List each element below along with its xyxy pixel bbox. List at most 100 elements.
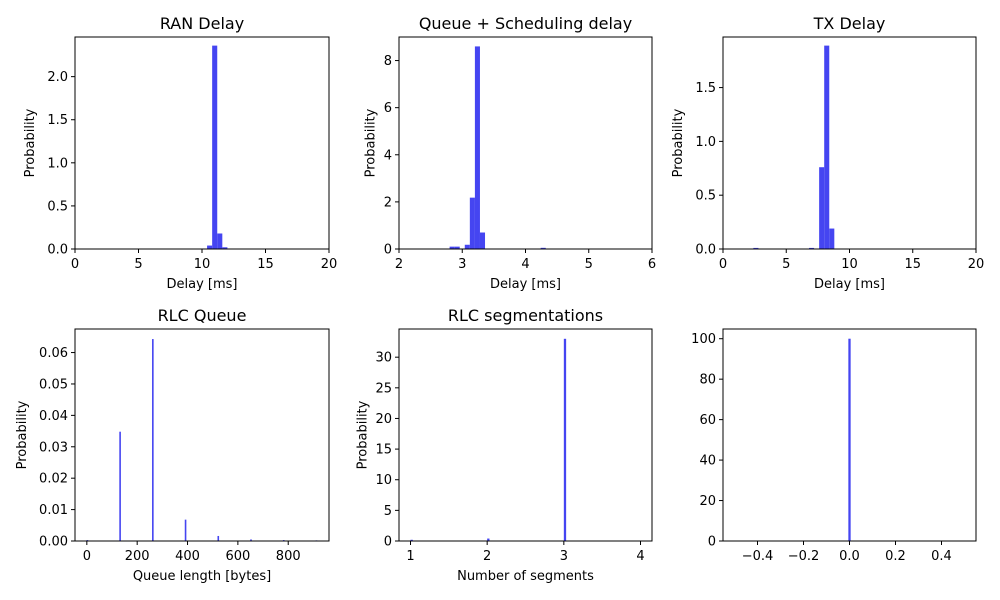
- bar: [217, 233, 223, 249]
- y-axis-label: Probability: [364, 108, 379, 177]
- y-tick-label: 80: [699, 373, 716, 388]
- x-tick-label: 3: [560, 549, 568, 564]
- y-tick-label: 8: [384, 54, 392, 69]
- bar: [250, 539, 252, 541]
- y-tick-label: 20: [375, 412, 392, 427]
- y-tick-label: 0.0: [695, 243, 716, 258]
- chart-title: RLC Queue: [158, 306, 247, 325]
- y-axis-label: Probability: [15, 400, 30, 469]
- y-tick-label: 100: [691, 332, 716, 347]
- y-tick-label: 1.0: [695, 135, 716, 150]
- y-tick-label: 0.04: [39, 409, 68, 424]
- y-tick-label: 0.01: [39, 503, 68, 518]
- x-tick-label: 0.0: [839, 549, 860, 564]
- axes-frame: [74, 36, 330, 250]
- x-tick-label: 15: [904, 257, 921, 272]
- y-tick-label: 10: [375, 473, 392, 488]
- bar: [824, 45, 830, 249]
- x-tick-label: 2: [483, 549, 491, 564]
- y-tick-label: 1.5: [47, 113, 68, 128]
- y-tick-label: 6: [384, 101, 392, 116]
- bar: [152, 339, 154, 541]
- y-tick-label: 0: [708, 535, 716, 550]
- chart-title: RLC segmentations: [448, 306, 603, 325]
- y-tick-label: 0.0: [47, 243, 68, 258]
- x-tick-label: 4: [521, 257, 529, 272]
- bar: [819, 167, 825, 249]
- y-tick-label: 0.5: [47, 199, 68, 214]
- y-tick-label: 2.0: [47, 70, 68, 85]
- x-tick-label: 5: [585, 257, 593, 272]
- bar: [540, 247, 546, 249]
- bar: [454, 246, 460, 249]
- x-tick-label: 20: [968, 257, 985, 272]
- bar: [469, 197, 475, 249]
- subplot-5: 1 2 3 4 0 5 10 15 20 25 30 RLC segmentations Number …: [355, 306, 653, 584]
- bar: [222, 247, 228, 249]
- x-tick-label: 800: [276, 549, 301, 564]
- y-tick-label: 20: [699, 494, 716, 509]
- y-axis-label: Probability: [23, 108, 38, 177]
- x-tick-label: 400: [175, 549, 200, 564]
- bar: [474, 46, 480, 249]
- bar: [207, 245, 213, 249]
- bar: [848, 338, 851, 541]
- x-tick-label: 0.4: [931, 549, 952, 564]
- y-tick-label: 0.03: [39, 440, 68, 455]
- chart-title: Queue + Scheduling delay: [419, 14, 632, 33]
- subplot-3: 0 5 10 15 20 0.0 0.5 1.0 1.5 TX Delay Delay [ms] Pr…: [671, 14, 984, 292]
- x-tick-label: 1: [406, 549, 414, 564]
- axes-frame: [722, 36, 977, 250]
- y-tick-label: 4: [384, 148, 392, 163]
- y-tick-label: 0: [384, 243, 392, 258]
- bar: [464, 244, 470, 249]
- bar: [753, 247, 759, 249]
- bar: [212, 45, 218, 250]
- bar: [119, 431, 121, 541]
- axes-frame: [74, 328, 330, 542]
- bar: [449, 246, 455, 249]
- x-tick-label: 200: [125, 549, 150, 564]
- x-tick-label: 20: [321, 257, 338, 272]
- y-tick-label: 1.5: [695, 81, 716, 96]
- bar: [563, 338, 567, 541]
- bar: [184, 519, 187, 541]
- y-tick-label: 60: [699, 413, 716, 428]
- y-tick-label: 0.02: [39, 472, 68, 487]
- y-tick-label: 1.0: [47, 156, 68, 171]
- x-axis-label: Queue length [bytes]: [133, 569, 271, 584]
- y-axis-label: Probability: [355, 400, 370, 469]
- x-tick-label: 0: [719, 257, 727, 272]
- x-tick-label: 15: [257, 257, 274, 272]
- y-tick-label: 5: [384, 504, 392, 519]
- x-axis-label: Delay [ms]: [814, 277, 885, 292]
- x-tick-label: −0.4: [742, 549, 774, 564]
- x-tick-label: 5: [782, 257, 790, 272]
- x-axis-label: Number of segments: [457, 569, 594, 584]
- x-tick-label: 6: [648, 257, 656, 272]
- subplot-4: 0 200 400 600 800 0.00 0.01 0.02 0.03 0.04 0.05 0.0…: [15, 306, 330, 584]
- bar: [217, 535, 220, 541]
- x-tick-label: 3: [458, 257, 466, 272]
- x-tick-label: 5: [134, 257, 142, 272]
- y-tick-label: 0.05: [39, 377, 68, 392]
- x-tick-label: 600: [225, 549, 250, 564]
- y-tick-label: 15: [375, 443, 392, 458]
- y-axis-label: Probability: [671, 108, 686, 177]
- x-tick-label: 0: [83, 549, 91, 564]
- x-tick-label: 0.2: [885, 549, 906, 564]
- y-tick-label: 0.5: [695, 189, 716, 204]
- bar: [487, 538, 490, 541]
- x-tick-label: 10: [841, 257, 858, 272]
- axes-frame: [398, 328, 653, 542]
- subplot-1: 0 5 10 15 20 0.0 0.5 1.0 1.5 2.0 RAN Delay Delay [m…: [23, 14, 337, 292]
- bar: [410, 539, 413, 541]
- y-tick-label: 0: [384, 535, 392, 550]
- chart-title: RAN Delay: [160, 14, 244, 33]
- bar: [829, 228, 835, 249]
- y-tick-label: 2: [384, 195, 392, 210]
- x-tick-label: −0.2: [788, 549, 820, 564]
- bar: [479, 232, 486, 249]
- x-tick-label: 0: [71, 257, 79, 272]
